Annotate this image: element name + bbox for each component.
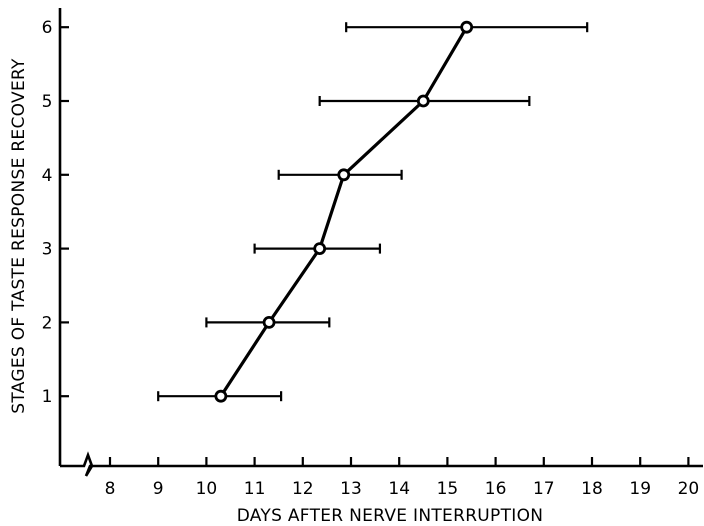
x-tick-label: 18 xyxy=(581,479,603,499)
x-axis-with-break xyxy=(60,451,703,477)
x-tick-label: 13 xyxy=(340,479,362,499)
x-tick-label: 9 xyxy=(153,479,164,499)
x-tick-label: 15 xyxy=(437,479,459,499)
y-tick-label: 2 xyxy=(42,313,53,333)
x-tick-label: 20 xyxy=(678,479,700,499)
x-tick-label: 19 xyxy=(629,479,651,499)
data-point xyxy=(214,389,228,403)
y-tick-label: 6 xyxy=(42,18,53,38)
series-line xyxy=(219,26,469,398)
x-tick-label: 14 xyxy=(388,479,410,499)
data-point xyxy=(262,315,276,329)
data-points xyxy=(214,20,474,403)
x-tick-label: 8 xyxy=(105,479,116,499)
x-ticks: 8 9 10 11 12 13 14 15 16 17 18 19 20 xyxy=(105,457,700,499)
x-tick-label: 10 xyxy=(196,479,218,499)
x-tick-label: 17 xyxy=(533,479,555,499)
y-tick-label: 1 xyxy=(42,387,53,407)
data-point xyxy=(416,94,430,108)
x-tick-label: 11 xyxy=(244,479,266,499)
y-axis-title: STAGES OF TASTE RESPONSE RECOVERY xyxy=(9,58,29,414)
x-tick-label: 16 xyxy=(485,479,507,499)
data-point xyxy=(337,168,351,182)
y-tick-label: 5 xyxy=(42,92,53,112)
data-point xyxy=(313,242,327,256)
axes xyxy=(58,8,703,477)
y-tick-label: 4 xyxy=(42,166,53,186)
data-point xyxy=(460,20,474,34)
y-tick-label: 3 xyxy=(42,240,53,260)
x-tick-label: 12 xyxy=(292,479,314,499)
y-ticks: 1 2 3 4 5 6 xyxy=(42,18,69,407)
x-axis-title: DAYS AFTER NERVE INTERRUPTION xyxy=(237,506,544,526)
error-bars xyxy=(157,22,589,402)
